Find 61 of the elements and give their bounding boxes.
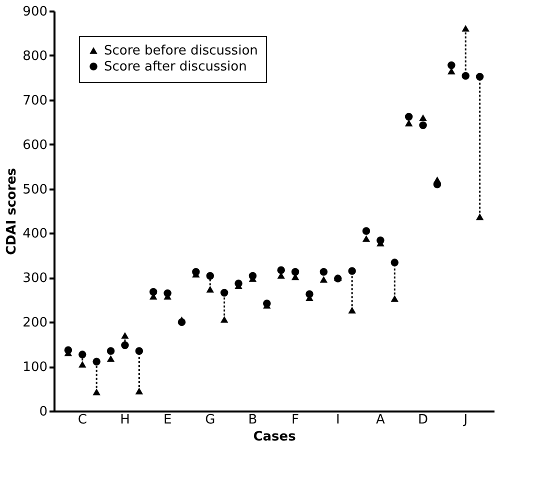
point: [448, 61, 456, 70]
y-tick-label: 600: [22, 138, 48, 153]
x-tick-label: J: [462, 412, 468, 428]
point: [419, 121, 427, 130]
point: [404, 120, 413, 126]
x-tick-label: B: [248, 412, 258, 428]
point: [192, 268, 200, 276]
point: [291, 268, 300, 276]
point: [92, 358, 100, 366]
point: [263, 300, 271, 308]
y-tick-label: 0: [39, 404, 48, 420]
point: [476, 72, 484, 81]
point: [78, 350, 86, 358]
point: [121, 332, 129, 339]
x-tick-label: D: [418, 412, 428, 428]
point: [362, 227, 370, 235]
x-tick-label: I: [336, 412, 340, 428]
point: [390, 295, 399, 302]
point: [277, 266, 285, 274]
point: [220, 288, 228, 297]
point: [248, 272, 257, 280]
x-tick-label: G: [205, 412, 216, 428]
point: [334, 274, 342, 282]
x-tick-label: E: [163, 412, 172, 428]
point: [234, 280, 242, 288]
point: [362, 235, 370, 242]
x-tick-label: C: [78, 412, 87, 428]
point: [320, 268, 328, 276]
x-tick-label: F: [292, 412, 300, 428]
point: [206, 272, 214, 280]
point: [376, 236, 384, 244]
point: [390, 258, 399, 266]
point: [106, 355, 115, 362]
y-tick-label: 500: [22, 182, 48, 198]
point: [135, 388, 144, 394]
y-tick-label: 100: [22, 360, 48, 376]
point: [135, 347, 144, 355]
point: [320, 276, 328, 283]
point: [348, 267, 356, 275]
point: [178, 318, 186, 326]
point: [106, 347, 115, 355]
x-tick-label: A: [376, 412, 385, 428]
point: [220, 316, 228, 323]
y-tick-label: 200: [22, 316, 48, 331]
legend-label: Score after discussion: [104, 60, 247, 74]
y-tick-label: 800: [22, 48, 48, 64]
y-tick-label: 400: [22, 226, 48, 242]
y-tick-label: 700: [22, 93, 48, 108]
y-axis-title: CDAI scores: [4, 168, 20, 256]
point: [404, 112, 413, 121]
point: [462, 72, 470, 80]
y-tick-label: 300: [22, 271, 48, 286]
point: [121, 341, 129, 350]
x-axis-title: Cases: [253, 430, 296, 444]
point: [306, 290, 314, 298]
point: [64, 346, 72, 354]
x-tick-label: H: [120, 412, 130, 428]
point: [164, 289, 172, 298]
y-tick-label: 900: [22, 4, 48, 20]
point: [149, 288, 158, 296]
legend-label: Score before discussion: [104, 44, 258, 58]
